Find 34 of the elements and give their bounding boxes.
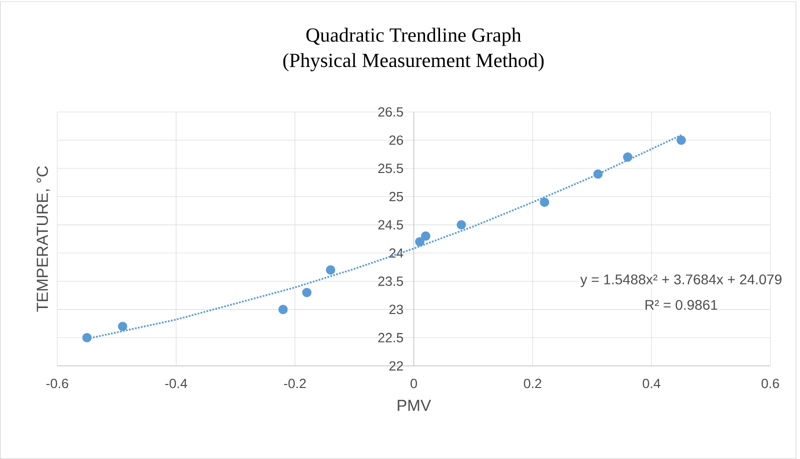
point <box>302 288 312 298</box>
x-tick-label: -0.6 <box>46 378 68 388</box>
y-axis-title: TEMPERATURE, °C <box>36 166 50 312</box>
y-tick-label: 26.5 <box>378 107 404 117</box>
y-tick-label: 22.5 <box>378 332 404 342</box>
annotation: y = 1.5488x² + 3.7684x + 24.079 <box>580 274 782 288</box>
annotation: R² = 0.9861 <box>646 300 718 310</box>
chart-subtitle: (Physical Measurement Method) <box>283 53 544 72</box>
x-tick-label: 0.2 <box>524 378 542 388</box>
y-tick-label: 25.5 <box>378 164 404 174</box>
point <box>540 198 550 207</box>
point <box>82 332 92 342</box>
y-tick-label: 25 <box>389 192 404 202</box>
point <box>593 169 603 179</box>
y-tick-label: 23 <box>389 304 403 314</box>
y-tick-label: 22 <box>389 361 403 370</box>
y-tick-label: 26 <box>389 135 403 145</box>
point <box>623 152 632 162</box>
point <box>421 231 430 241</box>
x-tick-label: -0.2 <box>284 378 306 388</box>
point <box>456 220 466 230</box>
point <box>676 135 686 145</box>
y-tick-label: 23.5 <box>378 276 404 286</box>
point <box>415 237 424 246</box>
x-axis-title: PMV <box>398 400 432 411</box>
chart-title: Quadratic Trendline Graph <box>306 28 522 46</box>
x-tick-label: 0 <box>410 378 417 388</box>
point <box>118 322 128 331</box>
point <box>278 304 288 314</box>
y-tick-label: 24.5 <box>378 220 404 230</box>
x-tick-label: 0.4 <box>642 378 660 388</box>
point <box>326 265 336 275</box>
x-tick-label: -0.4 <box>165 378 188 388</box>
x-tick-label: 0.6 <box>762 378 780 388</box>
